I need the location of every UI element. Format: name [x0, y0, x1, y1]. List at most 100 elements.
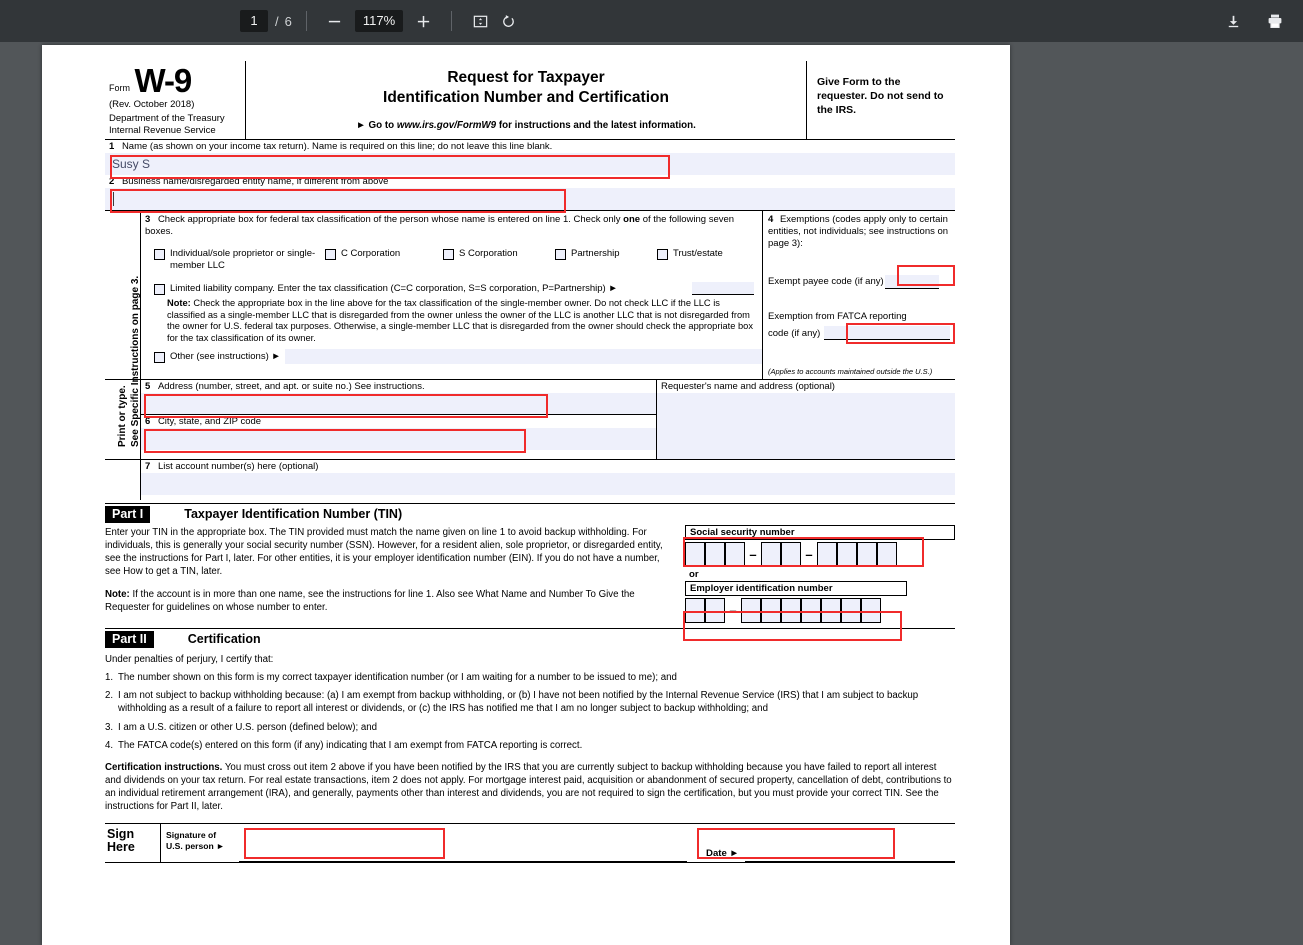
line2-number: 2 [109, 175, 115, 187]
ssn-cell[interactable] [705, 541, 725, 567]
address-left: 5 Address (number, street, and apt. or s… [141, 379, 657, 459]
llc-classification-input[interactable] [692, 282, 754, 296]
checkbox-s-corporation[interactable]: S Corporation [443, 244, 555, 272]
exempt-payee-code-input[interactable] [884, 274, 939, 289]
ssn-cell[interactable] [877, 541, 897, 567]
checkbox-partnership-box[interactable] [555, 249, 566, 261]
ein-cell[interactable] [841, 597, 861, 623]
checkbox-other-box[interactable] [154, 351, 165, 363]
goto-url: www.irs.gov/FormW9 [396, 119, 497, 131]
fit-to-page-icon[interactable] [466, 8, 494, 34]
classification-section: Print or type. See Specific Instructions… [105, 209, 955, 447]
line7-block: 7 List account number(s) here (optional) [141, 460, 955, 500]
cert-item-4-number: 4. [105, 739, 114, 751]
checkbox-c-corporation[interactable]: C Corporation [325, 244, 443, 272]
part1-note-text: If the account is in more than one name,… [105, 588, 635, 613]
checkbox-trust-estate-box[interactable] [657, 249, 668, 261]
sign-here-line2: Here [107, 840, 135, 855]
ein-cell[interactable] [821, 597, 841, 623]
line7-account-number-input[interactable] [141, 472, 955, 495]
checkbox-llc-row[interactable]: Limited liability company. Enter the tax… [141, 272, 762, 296]
checkbox-partnership[interactable]: Partnership [555, 244, 657, 272]
line7-section: 7 List account number(s) here (optional) [105, 459, 955, 500]
ssn-cell[interactable] [781, 541, 801, 567]
rotate-icon[interactable] [494, 8, 522, 34]
ein-cell[interactable] [741, 597, 761, 623]
line5-block: 5 Address (number, street, and apt. or s… [141, 380, 656, 418]
ssn-cell[interactable] [725, 541, 745, 567]
download-icon[interactable] [1219, 8, 1247, 34]
zoom-in-icon[interactable] [409, 8, 437, 34]
checkbox-individual[interactable]: Individual/sole proprietor or single-mem… [141, 244, 325, 272]
ssn-cell[interactable] [837, 541, 857, 567]
signature-label-line2: U.S. person ► [166, 840, 225, 851]
cert-item-4-text: The FATCA code(s) entered on this form (… [118, 739, 583, 751]
checkbox-c-corporation-box[interactable] [325, 249, 336, 261]
exempt-payee-label: Exempt payee code (if any) [768, 276, 884, 288]
fatca-applies-note: (Applies to accounts maintained outside … [768, 367, 933, 376]
requester-input[interactable] [657, 392, 955, 459]
signature-input[interactable] [239, 828, 687, 862]
ein-cell[interactable] [705, 597, 725, 623]
page-number-input[interactable]: 1 [240, 10, 268, 32]
checkbox-partnership-label: Partnership [571, 248, 620, 260]
ssn-boxes[interactable]: – – [685, 541, 955, 567]
ssn-cell[interactable] [685, 541, 705, 567]
zoom-out-icon[interactable] [321, 8, 349, 34]
requester-label: Requester's name and address (optional) [661, 380, 835, 392]
line5-label: Address (number, street, and apt. or sui… [157, 380, 425, 392]
ein-cell[interactable] [685, 597, 705, 623]
ein-cell[interactable] [761, 597, 781, 623]
checkbox-individual-box[interactable] [154, 249, 165, 261]
part1-tag: Part I [105, 505, 151, 523]
cert-item-3: 3. I am a U.S. citizen or other U.S. per… [105, 721, 955, 734]
print-or-type-sidebar: Print or type. See Specific Instructions… [105, 210, 141, 447]
form-word: Form [109, 83, 130, 93]
checkbox-trust-estate[interactable]: Trust/estate [657, 244, 723, 272]
ein-label: Employer identification number [685, 580, 907, 596]
form-header: Form W-9 (Rev. October 2018) Department … [105, 61, 955, 140]
line2-label: Business name/disregarded entity name, i… [121, 175, 389, 187]
address-section: 5 Address (number, street, and apt. or s… [105, 379, 955, 460]
ein-cell[interactable] [801, 597, 821, 623]
zoom-level-input[interactable]: 117% [354, 10, 404, 32]
line4-number: 4 [768, 213, 774, 225]
line5-address-input[interactable] [141, 392, 656, 415]
ein-cell[interactable] [781, 597, 801, 623]
give-form-notice: Give Form to the requester. Do not send … [817, 76, 944, 117]
line6-city-state-zip-input[interactable] [141, 427, 656, 450]
ssn-cell[interactable] [817, 541, 837, 567]
part2-intro: Under penalties of perjury, I certify th… [105, 653, 274, 665]
pdf-page[interactable]: Form W-9 (Rev. October 2018) Department … [42, 45, 1010, 945]
checkbox-llc-label: Limited liability company. Enter the tax… [170, 282, 618, 294]
line1-label: Name (as shown on your income tax return… [121, 140, 553, 152]
checkbox-llc-box[interactable] [154, 283, 165, 295]
exempt-payee-row: Exempt payee code (if any) [768, 274, 950, 289]
fatca-code-input[interactable] [824, 326, 950, 340]
line1-name-input[interactable]: Susy S [105, 152, 955, 175]
line1-block: 1 Name (as shown on your income tax retu… [105, 140, 955, 179]
ein-boxes[interactable]: – [685, 597, 955, 623]
ssn-cell[interactable] [761, 541, 781, 567]
fatca-row: code (if any) [768, 326, 950, 340]
checkbox-individual-label: Individual/sole proprietor or single-mem… [170, 248, 316, 272]
form-header-center: Request for Taxpayer Identification Numb… [246, 61, 807, 139]
other-classification-input[interactable] [284, 349, 762, 365]
w9-form: Form W-9 (Rev. October 2018) Department … [105, 61, 955, 863]
ein-cell[interactable] [861, 597, 881, 623]
line6-number: 6 [145, 415, 151, 427]
line2-business-name-input[interactable] [105, 187, 955, 210]
part2-body: Under penalties of perjury, I certify th… [105, 653, 955, 814]
print-icon[interactable] [1261, 8, 1289, 34]
llc-note-bold: Note: [167, 298, 191, 309]
checkbox-s-corporation-box[interactable] [443, 249, 454, 261]
date-input[interactable] [745, 828, 955, 862]
line4-label: Exemptions (codes apply only to certain … [768, 213, 949, 250]
line3-block: 3 Check appropriate box for federal tax … [141, 210, 763, 379]
part1-note: Note: If the account is in more than one… [105, 588, 677, 614]
form-dept-line2: Internal Revenue Service [109, 124, 216, 136]
part1-section: Enter your TIN in the appropriate box. T… [105, 523, 955, 641]
ssn-cell[interactable] [857, 541, 877, 567]
line3-label-b: of the following seven boxes. [145, 213, 735, 237]
checkbox-other-row[interactable]: Other (see instructions) ► [141, 347, 762, 367]
